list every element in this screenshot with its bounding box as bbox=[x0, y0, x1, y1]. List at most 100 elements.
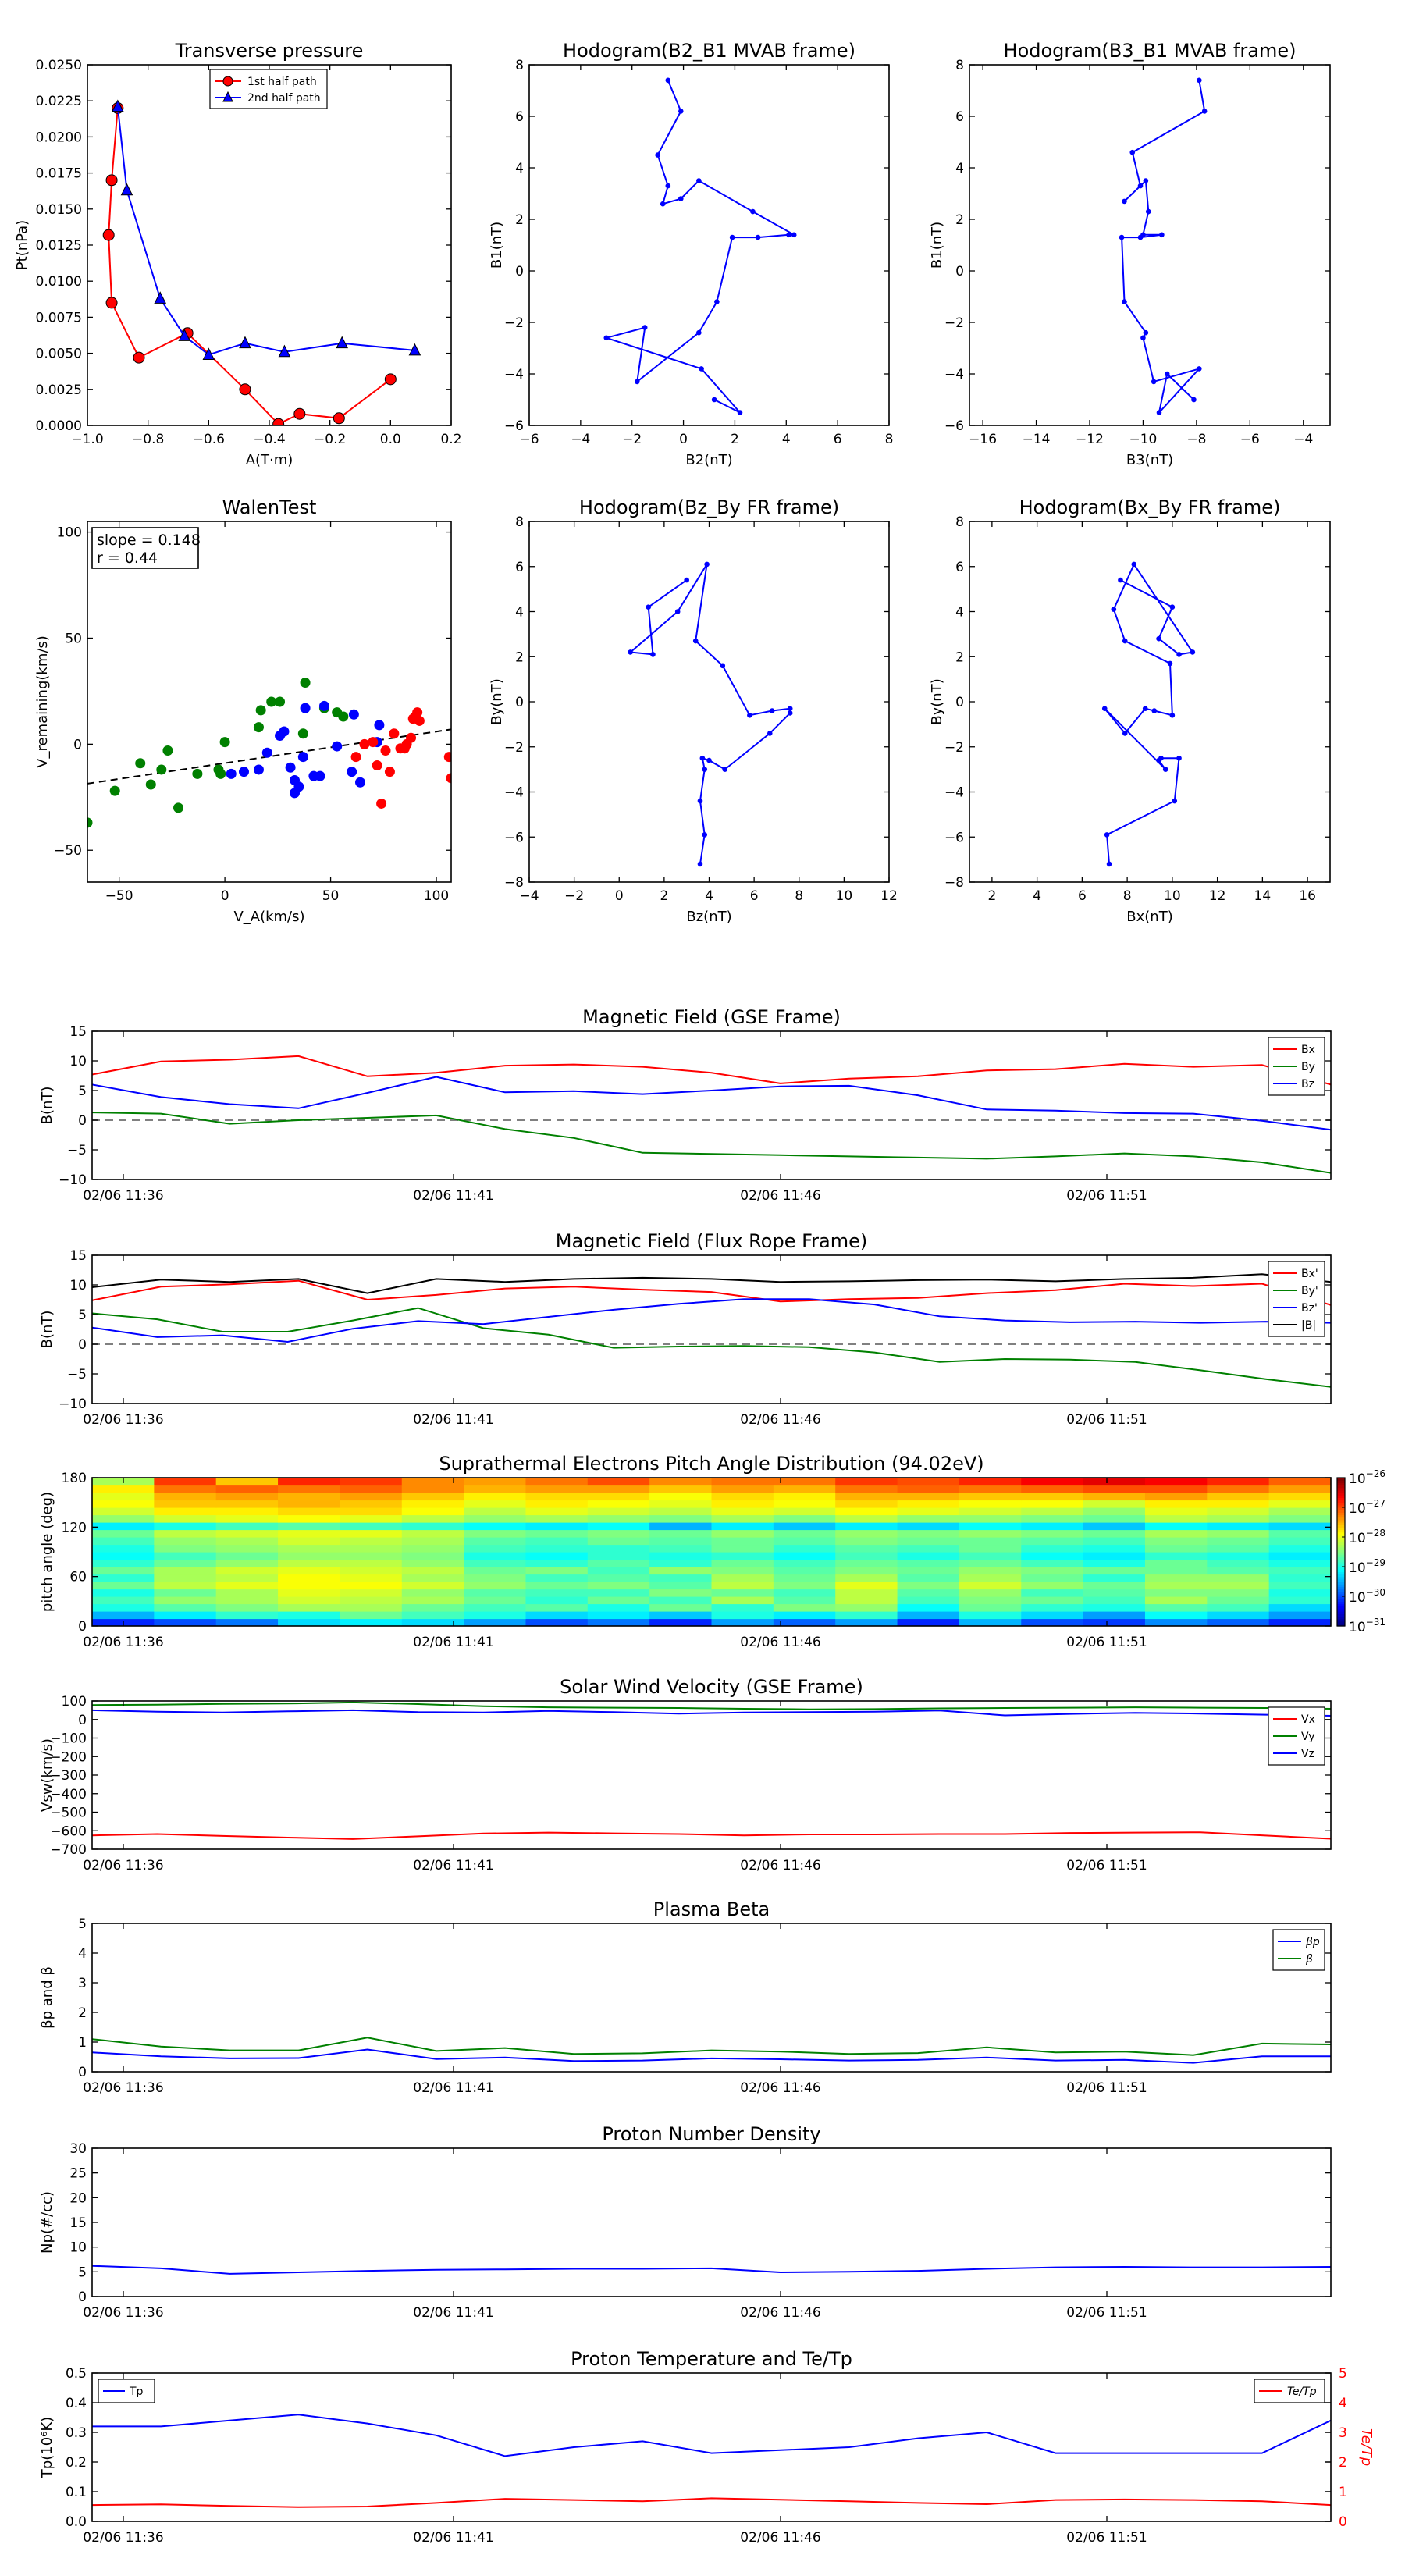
h3-point bbox=[704, 561, 710, 568]
np-ytick-label: 10 bbox=[69, 2240, 87, 2256]
h2-xtick-label: −8 bbox=[1186, 432, 1206, 447]
pad-cell bbox=[897, 1589, 960, 1597]
pad-cell bbox=[340, 1603, 403, 1612]
pad-cell bbox=[1021, 1514, 1084, 1523]
pad-cell bbox=[959, 1603, 1022, 1612]
pad-cell bbox=[773, 1514, 836, 1523]
tp-frame bbox=[91, 2372, 1332, 2522]
tp-ytick-label: 0.5 bbox=[66, 2366, 87, 2382]
pt-series-line bbox=[116, 106, 415, 356]
pad-cell bbox=[525, 1611, 589, 1620]
pad-cell bbox=[525, 1574, 589, 1582]
pad-cell bbox=[1268, 1596, 1331, 1605]
pad-cell bbox=[92, 1529, 155, 1538]
pad-cell bbox=[959, 1582, 1022, 1590]
pad-cell bbox=[959, 1611, 1022, 1620]
pad-colorbar-segment bbox=[1337, 1611, 1345, 1614]
pad-cell bbox=[1268, 1552, 1331, 1560]
vsw-xtick-label: 02/06 11:46 bbox=[740, 1858, 820, 1873]
pad-cell bbox=[897, 1485, 960, 1493]
pad-cell bbox=[401, 1514, 464, 1523]
pt-point bbox=[105, 174, 118, 187]
pt-point bbox=[239, 383, 251, 396]
pad-cell bbox=[1144, 1522, 1208, 1531]
pad-cell bbox=[154, 1567, 217, 1575]
pad-cell bbox=[587, 1500, 650, 1508]
bfr-frame bbox=[91, 1254, 1332, 1404]
pad-cell bbox=[92, 1552, 155, 1560]
vsw-xtick-label: 02/06 11:36 bbox=[83, 1858, 163, 1873]
pad-cell bbox=[464, 1529, 527, 1538]
pad-cell bbox=[1083, 1507, 1146, 1516]
pad-cell bbox=[587, 1478, 650, 1486]
pad-cell bbox=[1144, 1514, 1208, 1523]
np-ytick-label: 30 bbox=[69, 2141, 87, 2157]
h3-xtick-label: 0 bbox=[615, 888, 624, 904]
h2-xtick-label: −12 bbox=[1076, 432, 1104, 447]
pad-cell bbox=[1144, 1552, 1208, 1560]
walen-point bbox=[374, 720, 385, 731]
pad-cell bbox=[835, 1514, 898, 1523]
pad-cell bbox=[215, 1544, 279, 1553]
pad-cell bbox=[340, 1567, 403, 1575]
pad-cell bbox=[773, 1559, 836, 1567]
h4-ytick-label: 8 bbox=[955, 514, 964, 530]
h4-xtick-label: 16 bbox=[1299, 888, 1316, 904]
tp-ytick-label: 0.1 bbox=[66, 2485, 87, 2500]
pad-cell bbox=[1207, 1567, 1270, 1575]
pad-cell bbox=[154, 1589, 217, 1597]
pad-cell bbox=[401, 1574, 464, 1582]
h4-point bbox=[1131, 561, 1137, 568]
pad-cell bbox=[215, 1596, 279, 1605]
h2-point bbox=[1164, 371, 1170, 377]
pad-cell bbox=[1207, 1522, 1270, 1531]
pad-cell bbox=[773, 1567, 836, 1575]
pt-legend-label: 2nd half path bbox=[247, 92, 321, 105]
walen-point bbox=[368, 737, 379, 748]
bfr-series-line bbox=[92, 1273, 1331, 1294]
pad-cell bbox=[464, 1552, 527, 1560]
pad-cell bbox=[1268, 1500, 1331, 1508]
h3-xtick-label: 2 bbox=[660, 888, 668, 904]
walen-point bbox=[355, 777, 365, 788]
vsw-xtick-label: 02/06 11:51 bbox=[1066, 1858, 1147, 1873]
h3-point bbox=[787, 706, 793, 711]
pad-cell bbox=[154, 1611, 217, 1620]
h2-ytick-label: 4 bbox=[955, 161, 964, 176]
walen-point bbox=[275, 696, 286, 707]
pad-colorbar-segment bbox=[1337, 1514, 1345, 1518]
pad-cell bbox=[773, 1611, 836, 1620]
pt-xtick-label: −0.6 bbox=[193, 432, 225, 447]
pad-cell bbox=[1207, 1603, 1270, 1612]
bgse-ytick-label: 10 bbox=[69, 1054, 87, 1069]
pad-cell bbox=[587, 1582, 650, 1590]
h2-frame bbox=[969, 64, 1331, 426]
pad-colorbar-segment bbox=[1337, 1504, 1345, 1508]
beta-legend-label: β bbox=[1305, 1953, 1313, 1966]
pad-cell bbox=[959, 1596, 1022, 1605]
pad-cell bbox=[1207, 1478, 1270, 1486]
pad-colorbar-segment bbox=[1337, 1557, 1345, 1560]
beta-xtick-label: 02/06 11:36 bbox=[83, 2080, 163, 2096]
h4-title: Hodogram(Bx_By FR frame) bbox=[1019, 496, 1281, 518]
pt-point bbox=[293, 407, 306, 420]
pad-cell bbox=[835, 1485, 898, 1493]
h1-point bbox=[660, 201, 666, 207]
pad-cell bbox=[1268, 1529, 1331, 1538]
pad-cell bbox=[401, 1603, 464, 1612]
pad-cell bbox=[711, 1485, 774, 1493]
h2-point bbox=[1159, 232, 1165, 238]
pad-cell bbox=[278, 1522, 340, 1531]
pad-cell bbox=[1083, 1574, 1146, 1582]
pad-cell bbox=[649, 1514, 713, 1523]
h3-point bbox=[697, 798, 703, 804]
h1-point bbox=[750, 208, 756, 215]
h1-point bbox=[711, 397, 717, 403]
pad-cell bbox=[711, 1507, 774, 1516]
pad-cell bbox=[92, 1493, 155, 1501]
pad-cell bbox=[464, 1478, 527, 1486]
pad-cell bbox=[587, 1589, 650, 1597]
pad-cell bbox=[401, 1596, 464, 1605]
pad-cell bbox=[340, 1544, 403, 1553]
pad-cell bbox=[1144, 1559, 1208, 1567]
